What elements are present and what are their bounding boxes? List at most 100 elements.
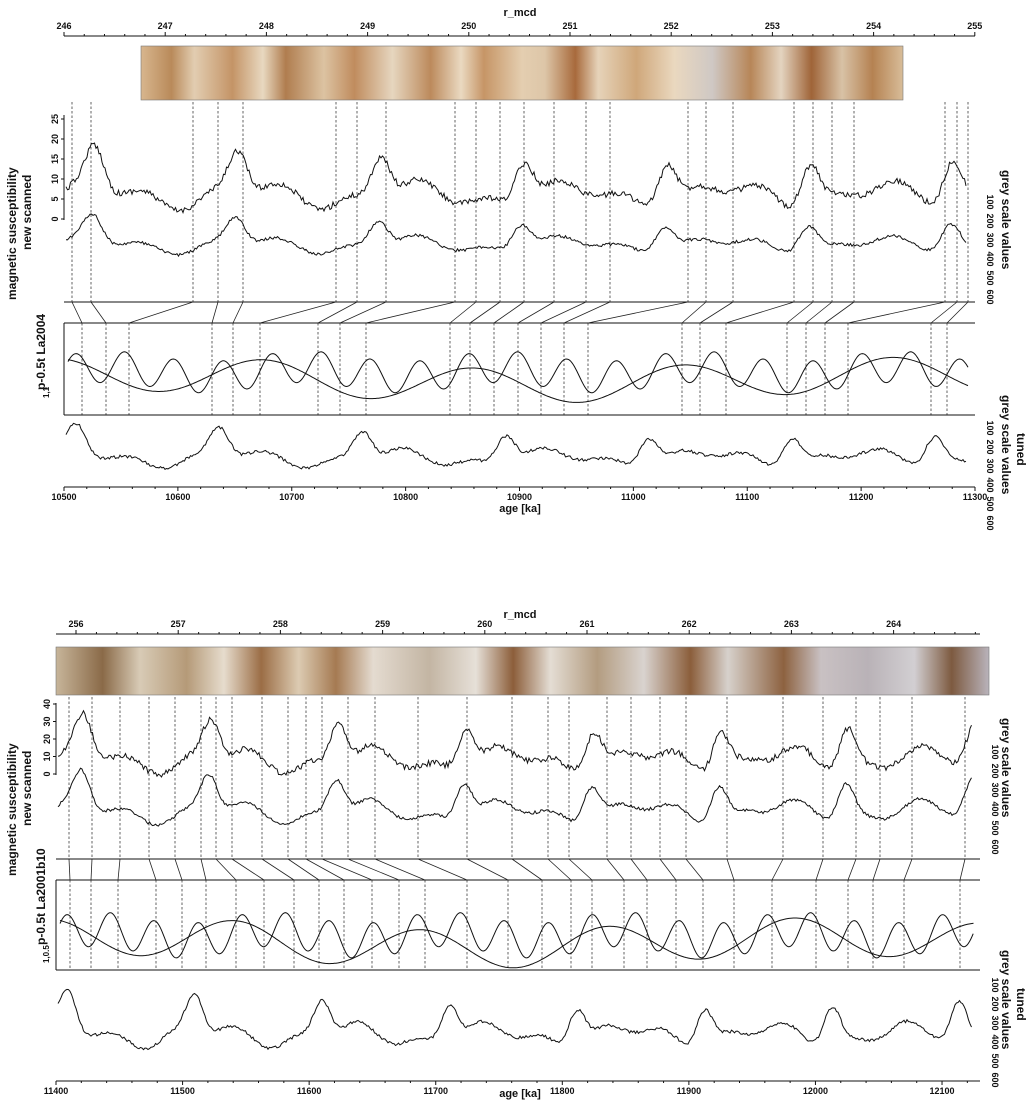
top-axis-tick-label: 252 — [664, 21, 679, 31]
tie-connector — [699, 301, 734, 324]
top-axis-tick-label: 259 — [375, 619, 390, 629]
grey-tuned-label-line2: tuned — [1014, 988, 1028, 1021]
core-photo — [141, 46, 903, 100]
grey-tuned-tick-label: 400 — [985, 477, 995, 492]
tie-connector — [200, 858, 207, 881]
tie-connector — [305, 858, 345, 881]
bottom-axis-tick-label: 12000 — [803, 1086, 828, 1096]
eccentricity-label: p-0.5t La2004 — [34, 314, 48, 390]
bottom-axis-tick-label: 10800 — [393, 492, 418, 502]
tie-connector — [68, 858, 71, 881]
tie-connector — [90, 858, 93, 881]
bottom-axis-tick-label: 10900 — [507, 492, 532, 502]
grey-tuned-label-line1: grey scale values — [999, 950, 1013, 1050]
tie-connector — [872, 858, 881, 881]
tie-connector — [231, 858, 265, 881]
grey-tuned-tick-label: 300 — [985, 458, 995, 473]
tie-connector — [824, 301, 855, 324]
tie-connector — [681, 301, 707, 324]
top-axis-tick-label: 261 — [579, 619, 594, 629]
grey-scale-series — [57, 767, 972, 827]
susceptibility-tick-label: 0 — [42, 771, 52, 776]
susceptibility-label-line2: new scanned — [20, 751, 34, 826]
grey-scale-ticks: 100 200 300 400 500 600 — [990, 744, 1000, 854]
bottom-axis-tick-label: 11800 — [550, 1086, 575, 1096]
susceptibility-tick-label: 5 — [50, 196, 60, 201]
susceptibility-tick-label: 30 — [42, 716, 52, 726]
top-axis-tick-label: 263 — [784, 619, 799, 629]
top-axis-tick-label: 250 — [461, 21, 476, 31]
susceptibility-tick-label: 40 — [42, 699, 52, 709]
tie-connector — [287, 858, 320, 881]
bottom-axis-tick-label: 11300 — [963, 492, 988, 502]
grey-scale-tick-label: 100 — [985, 194, 995, 209]
grey-tuned-label-line2: tuned — [1014, 433, 1028, 466]
susceptibility-tick-label: 20 — [50, 134, 60, 144]
top-axis-tick-label: 262 — [682, 619, 697, 629]
tie-connector — [659, 858, 677, 881]
bottom-axis-title: age [ka] — [499, 1088, 541, 1100]
grey-tuned-series — [57, 988, 972, 1051]
grey-scale-tick-label: 500 — [990, 820, 1000, 835]
bottom-axis-title: age [ka] — [499, 503, 541, 515]
susceptibility-tick-label: 20 — [42, 734, 52, 744]
susceptibility-series — [57, 709, 972, 778]
grey-tuned-series — [65, 422, 967, 470]
top-axis-tick-label: 248 — [259, 21, 274, 31]
tie-connector — [90, 301, 107, 324]
top-axis-tick-label: 257 — [171, 619, 186, 629]
susceptibility-ticks: 0 10 20 30 40 — [42, 699, 56, 777]
tie-connector — [374, 858, 426, 881]
grey-tuned-tick-label: 600 — [985, 515, 995, 530]
eccentricity-label: p-0.5t La2001b10 — [34, 848, 48, 945]
tie-connector — [261, 858, 295, 881]
tie-connector — [215, 858, 237, 881]
grey-scale-series — [65, 213, 967, 258]
tie-connector — [174, 858, 183, 881]
tie-connector — [71, 301, 83, 324]
top-axis-ticks: 256 257 258 259 260 261 262 263 264 — [68, 619, 976, 634]
tie-connector — [568, 858, 593, 881]
tie-connector — [959, 858, 966, 881]
bottom-axis-tick-label: 12100 — [930, 1086, 955, 1096]
tie-connector — [232, 301, 244, 324]
grey-scale-tick-label: 100 — [990, 744, 1000, 759]
bottom-axis-tick-label: 11100 — [735, 492, 759, 502]
bottom-axis-tick-label: 10700 — [279, 492, 304, 502]
tie-connector — [725, 301, 795, 324]
tie-connector — [148, 858, 157, 881]
top-axis-tick-label: 256 — [68, 619, 83, 629]
grey-scale-tick-label: 200 — [985, 213, 995, 228]
top-axis-tick-label: 249 — [360, 21, 375, 31]
eccentricity-series — [67, 356, 969, 403]
tie-connector — [805, 301, 833, 324]
tie-connector — [815, 858, 824, 881]
grey-tuned-label-line1: grey scale values — [999, 395, 1013, 495]
grey-scale-tick-label: 600 — [990, 839, 1000, 854]
tie-point-guides — [68, 697, 966, 970]
tie-connector — [930, 301, 958, 324]
top-axis-tick-label: 255 — [967, 21, 982, 31]
susceptibility-label-line1: magnetic susceptibility — [5, 167, 19, 300]
tie-connector — [771, 858, 784, 881]
tie-connector — [469, 301, 501, 324]
top-axis-tick-label: 253 — [765, 21, 780, 31]
grey-scale-label: grey scale values — [999, 718, 1013, 818]
bottom-axis-ticks: 11400 11500 11600 11700 11800 11900 12000 12100 — [44, 1081, 968, 1096]
precession-series — [67, 351, 969, 394]
bottom-axis-tick-label: 10600 — [165, 492, 190, 502]
bottom-axis-tick-label: 11200 — [849, 492, 874, 502]
lower-panel: r_mcd 256 257 258 259 260 261 262 263 264 0 10 20 3… — [5, 609, 1028, 1100]
grey-tuned-tick-label: 600 — [990, 1072, 1000, 1087]
susceptibility-tick-label: 0 — [50, 216, 60, 221]
tie-connector — [511, 858, 543, 881]
top-axis-tick-label: 254 — [866, 21, 881, 31]
tie-connector — [630, 858, 648, 881]
tie-connector — [517, 301, 555, 324]
tie-connector — [946, 301, 969, 324]
core-photo — [56, 647, 989, 695]
susceptibility-tick-label: 15 — [50, 154, 60, 164]
grey-scale-tick-label: 500 — [985, 270, 995, 285]
bottom-axis-tick-label: 11000 — [621, 492, 646, 502]
eccentricity-label-subscript: 1,1 — [42, 386, 51, 398]
